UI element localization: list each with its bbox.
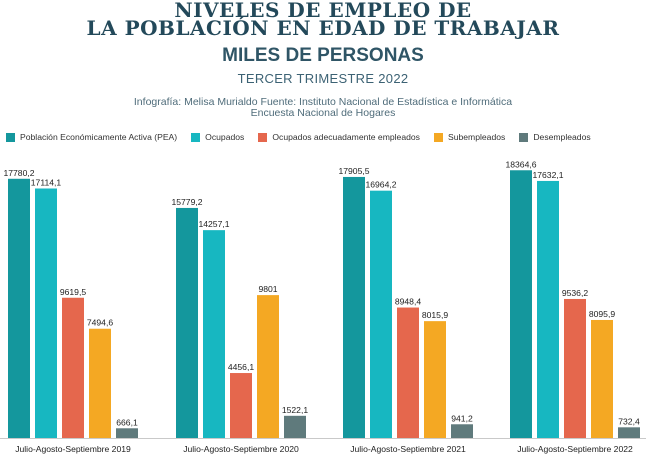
bar [564, 298, 586, 438]
bar [203, 230, 225, 438]
bar [8, 178, 30, 439]
bar [257, 295, 279, 438]
legend-label: Ocupados [205, 132, 245, 142]
data-label: 666,1 [116, 417, 138, 427]
legend-swatch [258, 132, 268, 142]
legend-label: Ocupados adecuadamente empleados [272, 132, 420, 142]
data-label: 17780,2 [3, 168, 34, 178]
bar [62, 297, 84, 438]
data-label: 941,2 [451, 413, 473, 423]
bar [424, 321, 446, 438]
credit-line-1: Infografía: Melisa Murialdo Fuente: Inst… [133, 96, 513, 108]
bar [537, 180, 559, 438]
chart-credits: Infografía: Melisa Murialdo Fuente: Inst… [0, 97, 646, 119]
data-label: 9619,5 [60, 287, 87, 297]
data-label: 17114,1 [31, 177, 62, 187]
bar [284, 415, 306, 438]
legend-item: Desempleados [519, 132, 591, 142]
bar [176, 207, 198, 438]
data-label: 9801 [258, 284, 277, 294]
legend-swatch [519, 132, 529, 142]
bar [618, 427, 640, 438]
data-label: 7494,6 [87, 318, 114, 328]
chart-legend: Población Económicamente Activa (PEA) Oc… [6, 132, 646, 142]
data-label: 4456,1 [228, 362, 255, 372]
data-label: 16964,2 [365, 180, 396, 190]
data-label: 8095,9 [589, 309, 616, 319]
credit-line-2: Encuesta Nacional de Hogares [250, 107, 396, 119]
bar [230, 373, 252, 438]
data-label: 8948,4 [395, 297, 422, 307]
data-label: 17632,1 [532, 170, 563, 180]
bar [89, 328, 111, 438]
data-label: 18364,6 [505, 159, 536, 169]
data-label: 17905,5 [338, 166, 369, 176]
legend-swatch [191, 132, 201, 142]
legend-item: Ocupados adecuadamente empleados [258, 132, 420, 142]
legend-item: Ocupados [191, 132, 244, 142]
x-tick-label: Julio-Agosto-Septiembre 2021 [350, 444, 466, 454]
bar [370, 190, 392, 438]
data-label: 1522,1 [282, 405, 309, 415]
bar [510, 170, 532, 438]
data-label: 9536,2 [562, 288, 589, 298]
data-label: 8015,9 [422, 310, 449, 320]
data-label: 14257,1 [198, 219, 229, 229]
chart-title-line1: NIVELES DE EMPLEO DE [174, 0, 472, 22]
legend-label: Población Económicamente Activa (PEA) [20, 132, 178, 142]
legend-swatch [6, 132, 15, 142]
data-label: 15779,2 [171, 197, 202, 207]
bar [116, 428, 138, 438]
legend-swatch [433, 132, 443, 142]
chart-title-line2: LA POBLACIÓN EN EDAD DE TRABAJAR [86, 16, 560, 40]
bar [343, 176, 365, 438]
legend-label: Subempleados [447, 132, 506, 142]
x-tick-label: Julio-Agosto-Septiembre 2022 [517, 444, 633, 454]
bar [397, 307, 419, 438]
bar [591, 319, 613, 438]
legend-item: Población Económicamente Activa (PEA) [6, 132, 177, 142]
chart-period: TERCER TRIMESTRE 2022 [237, 71, 409, 86]
legend-item: Subempleados [433, 132, 506, 142]
data-label: 732,4 [618, 416, 640, 426]
x-tick-label: Julio-Agosto-Septiembre 2020 [183, 444, 299, 454]
chart-subtitle: MILES DE PERSONAS [222, 45, 424, 66]
bar [451, 424, 473, 438]
legend-label: Desempleados [533, 132, 591, 142]
bar [35, 188, 57, 438]
x-tick-label: Julio-Agosto-Septiembre 2019 [15, 444, 131, 454]
